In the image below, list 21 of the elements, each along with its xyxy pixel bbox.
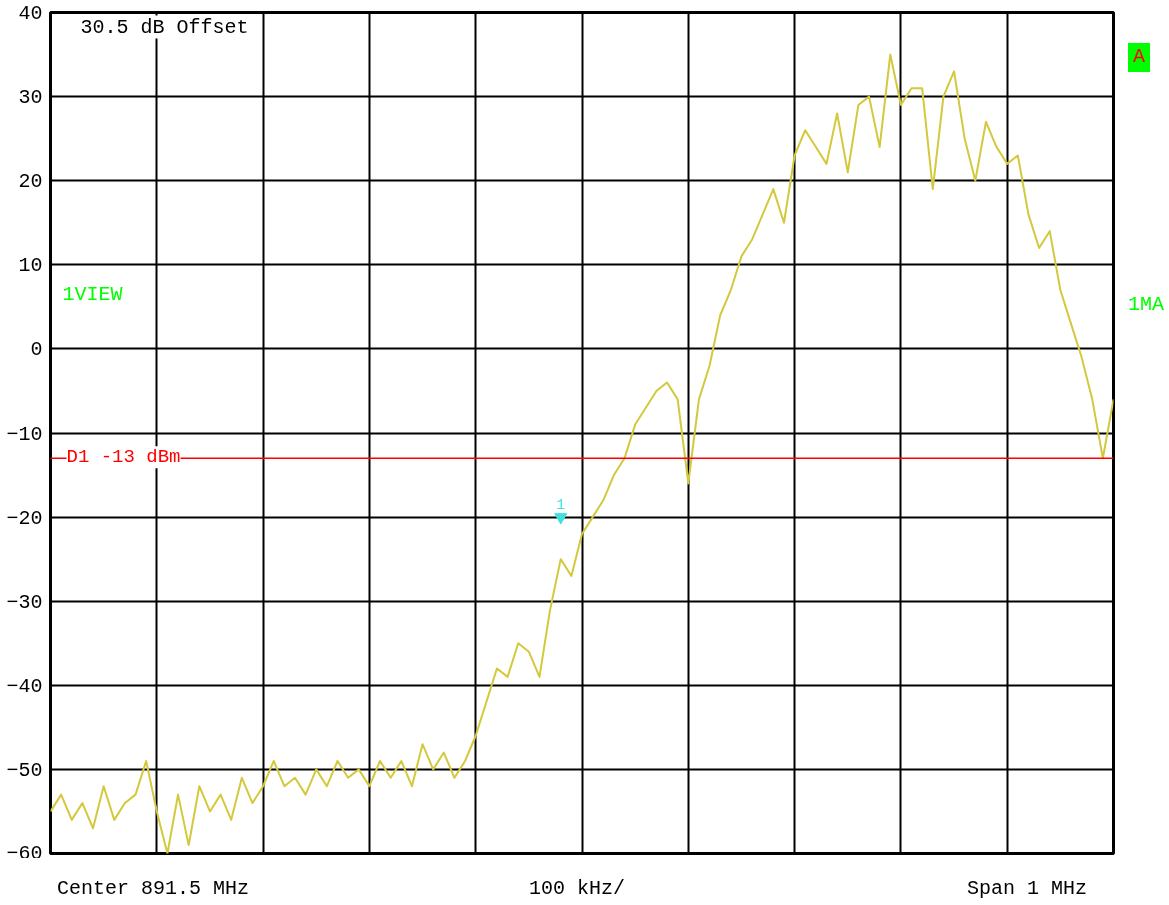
y-tick-label: −30 bbox=[6, 590, 43, 614]
y-tick-label: −20 bbox=[6, 506, 43, 530]
y-tick-label: 40 bbox=[18, 2, 43, 25]
y-tick-label: 20 bbox=[18, 170, 43, 194]
ref-line-label: D1 -13 dBm bbox=[66, 446, 181, 469]
y-tick-label: 30 bbox=[18, 86, 43, 110]
y-tick-label: −40 bbox=[6, 674, 43, 698]
text: A bbox=[1128, 43, 1151, 72]
text: Span 1 MHz bbox=[967, 876, 1088, 902]
y-tick-label: −50 bbox=[6, 758, 43, 782]
y-tick-label: −10 bbox=[6, 422, 43, 446]
y-tick-label: 0 bbox=[30, 338, 43, 362]
annotation: 30.5 dB Offset bbox=[80, 15, 249, 39]
text: Center 891.5 MHz bbox=[57, 876, 250, 902]
text: 1MA bbox=[1128, 292, 1165, 318]
annotation: 1VIEW bbox=[62, 282, 123, 306]
y-tick-label: 10 bbox=[18, 254, 43, 278]
y-tick-label: −60 bbox=[6, 841, 43, 865]
series-label: 1 bbox=[556, 497, 566, 515]
text: 100 kHz/ bbox=[529, 876, 626, 902]
line-series bbox=[50, 53, 1114, 854]
